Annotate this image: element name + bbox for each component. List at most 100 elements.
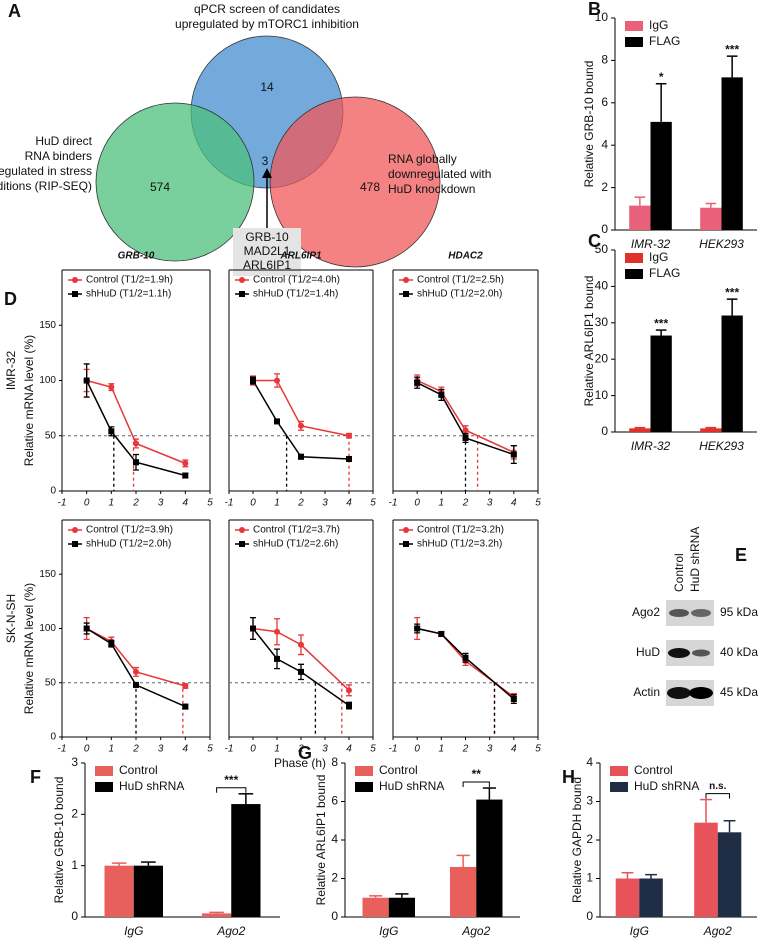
gene: MAD2L1	[244, 244, 291, 258]
x-tick-label: 4	[346, 498, 352, 509]
marker	[182, 460, 189, 467]
series-line	[252, 628, 350, 707]
x-tick-label: IMR-32	[631, 237, 671, 251]
bar	[721, 315, 743, 432]
y-tick-label: 0	[601, 424, 608, 438]
legend-swatch	[610, 782, 628, 792]
x-tick-label: 4	[183, 498, 189, 509]
y-tick-label: 10	[595, 388, 609, 402]
panel-letter: A	[8, 1, 21, 21]
marker	[346, 432, 352, 439]
set-label: HuD direct	[35, 134, 92, 148]
legend-marker	[72, 541, 78, 547]
y-tick-label: 3	[71, 755, 78, 769]
bracket	[462, 781, 490, 788]
x-tick-label: 0	[414, 744, 420, 755]
x-tick-label: 1	[274, 498, 280, 509]
y-tick-label: 1	[71, 858, 78, 872]
y-tick-label: 50	[45, 430, 57, 441]
marker	[346, 687, 352, 694]
y-tick-label: 0	[71, 909, 78, 923]
legend-marker	[403, 277, 409, 283]
bar	[133, 865, 163, 917]
series-line	[252, 627, 350, 691]
bar	[202, 913, 232, 917]
bar	[231, 804, 261, 917]
legend-swatch	[355, 782, 373, 792]
y-axis-label: Relative ARL6IP1 bound	[582, 276, 596, 407]
marker	[462, 427, 469, 434]
intersection-count: 3	[262, 154, 269, 168]
y-tick-label: 150	[39, 320, 56, 331]
annotation: ***	[725, 285, 739, 299]
x-tick-label: 3	[158, 744, 164, 755]
x-tick-label: 4	[346, 744, 352, 755]
marker	[133, 668, 139, 675]
set-label: downregulated with	[388, 167, 491, 181]
band	[692, 649, 710, 657]
y-axis-label: Relative mRNA level (%)	[22, 335, 36, 466]
marker	[298, 453, 304, 460]
panel-letter: B	[588, 0, 601, 19]
x-tick-label: 3	[158, 498, 164, 509]
chart-title: ARL6IP1	[279, 251, 322, 262]
y-tick-label: 6	[331, 794, 338, 808]
y-tick-label: 40	[595, 279, 609, 293]
gene: ARL6IP1	[243, 258, 291, 272]
legend-swatch	[625, 21, 643, 31]
panel-letter: C	[588, 231, 601, 251]
y-axis-label: Relative ARL6IP1 bound	[314, 775, 328, 906]
marker	[108, 640, 115, 647]
x-tick-label: 0	[84, 498, 90, 509]
lane-label: HuD shRNA	[688, 527, 702, 592]
legend-label: Control	[119, 763, 158, 777]
legend-swatch	[95, 782, 113, 792]
gene: GRB-10	[245, 230, 289, 244]
marker	[346, 702, 352, 709]
x-tick-label: -1	[58, 498, 67, 509]
legend-label: shHuD (T1/2=1.1h)	[86, 289, 171, 300]
x-tick-label: -1	[58, 744, 67, 755]
x-tick-label: 1	[109, 498, 115, 509]
legend-label: HuD shRNA	[379, 779, 444, 793]
x-tick-label: Ago2	[461, 924, 490, 938]
set-count: 478	[360, 180, 380, 194]
legend-label: Control (T1/2=3.2h)	[417, 525, 504, 536]
panel-letter: D	[4, 289, 17, 309]
legend-marker	[403, 541, 409, 547]
series-line	[86, 627, 186, 687]
marker	[414, 379, 421, 386]
size-label: 40 kDa	[720, 645, 758, 659]
marker	[274, 418, 280, 425]
x-tick-label: 3	[487, 498, 493, 509]
bar	[717, 832, 742, 917]
y-tick-label: 0	[331, 909, 338, 923]
x-tick-label: 1	[439, 498, 445, 509]
legend-label: FLAG	[649, 266, 680, 280]
protein-label: Ago2	[632, 605, 660, 619]
row-label: IMR-32	[4, 351, 18, 391]
legend-marker	[403, 527, 409, 533]
series-line	[253, 379, 350, 437]
annotation: ***	[725, 42, 739, 56]
set-label: RNA binders	[25, 149, 92, 163]
x-tick-label: 3	[322, 498, 328, 509]
series-line	[416, 382, 515, 456]
legend-label: Control (T1/2=4.0h)	[253, 275, 340, 286]
x-tick-label: IgG	[630, 924, 649, 938]
x-tick-label: IgG	[124, 924, 143, 938]
marker	[438, 391, 445, 398]
marker	[462, 434, 469, 441]
chart-title: HDAC2	[448, 251, 483, 262]
marker	[274, 377, 280, 384]
x-tick-label: 2	[462, 744, 469, 755]
marker	[83, 625, 90, 632]
bar	[629, 428, 651, 432]
size-label: 45 kDa	[720, 685, 758, 699]
legend-swatch	[625, 269, 643, 279]
x-tick-label: 2	[462, 498, 469, 509]
annotation: *	[659, 70, 664, 84]
y-tick-label: 100	[39, 623, 56, 634]
bar	[450, 866, 477, 917]
